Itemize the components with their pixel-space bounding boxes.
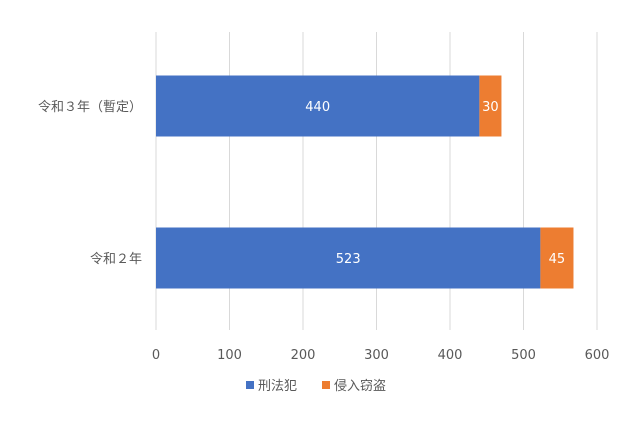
data-label: 30 <box>482 100 499 115</box>
data-labels: 440 30 523 45 <box>305 100 565 267</box>
data-label: 440 <box>305 100 330 115</box>
x-tick-label: 300 <box>364 348 389 363</box>
bar-segment <box>156 227 541 289</box>
legend-label: 刑法犯 <box>258 379 297 394</box>
axes: 0 100 200 300 400 500 600 令和３年（暫定） 令和２年 <box>38 100 609 363</box>
category-label: 令和２年 <box>90 252 142 267</box>
bar-segment <box>156 75 480 137</box>
data-label: 523 <box>336 252 361 267</box>
category-label: 令和３年（暫定） <box>38 100 142 115</box>
x-tick-label: 400 <box>438 348 463 363</box>
data-label: 45 <box>549 252 566 267</box>
x-tick-label: 0 <box>152 348 160 363</box>
bars <box>156 75 574 289</box>
x-tick-label: 200 <box>291 348 316 363</box>
x-tick-label: 600 <box>585 348 610 363</box>
legend: 刑法犯 侵入窃盗 <box>246 378 386 394</box>
legend-swatch <box>246 381 254 389</box>
legend-label: 侵入窃盗 <box>334 378 386 394</box>
bar-segment <box>479 75 502 137</box>
bar-segment <box>540 227 574 289</box>
legend-swatch <box>322 381 330 389</box>
x-tick-label: 500 <box>511 348 536 363</box>
x-tick-label: 100 <box>217 348 242 363</box>
